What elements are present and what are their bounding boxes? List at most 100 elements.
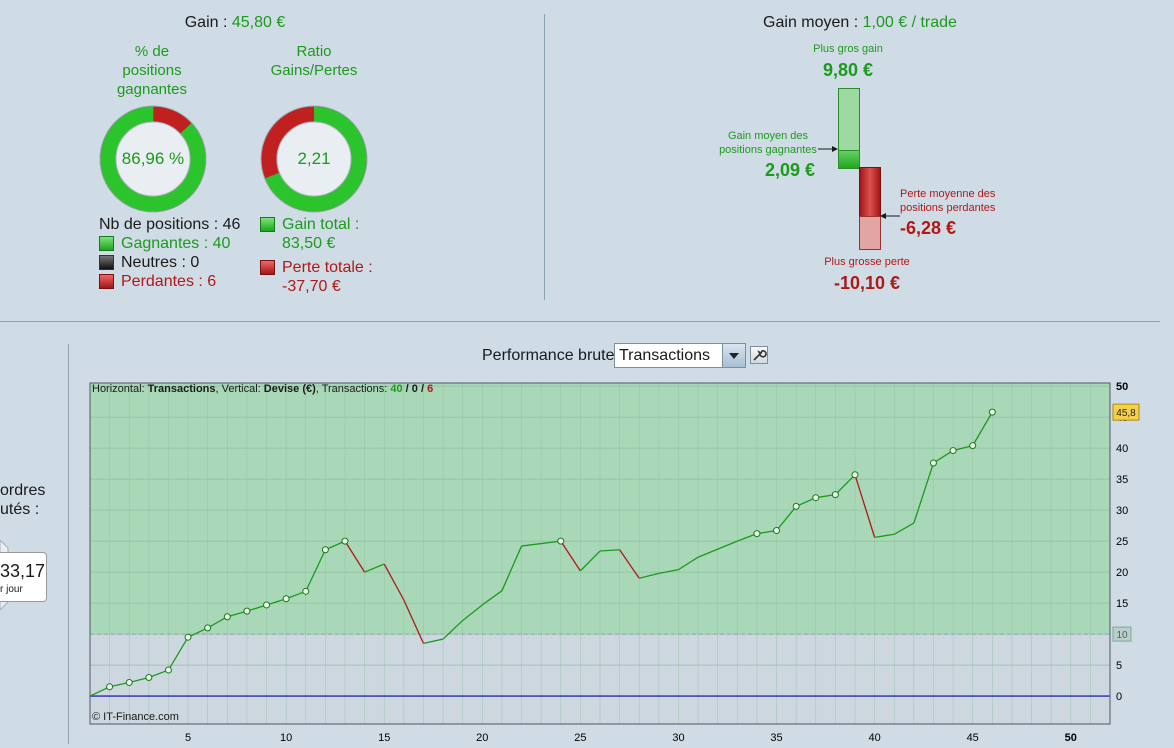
y-tick-label: 50	[1116, 381, 1128, 393]
gain-moyen-summary: Gain moyen : 1,00 € / trade	[700, 14, 1020, 32]
x-tick-label: 15	[378, 732, 390, 744]
neutres-swatch	[99, 255, 114, 270]
perte-totale-swatch	[260, 260, 275, 275]
series-segment	[639, 572, 660, 579]
mode-select[interactable]: Transactions	[614, 343, 746, 368]
transactions-label: , Transactions:	[315, 383, 391, 395]
arrow-left-icon	[880, 213, 900, 219]
series-segment	[619, 549, 640, 579]
x-tick-label: 5	[185, 732, 191, 744]
series-segment	[521, 542, 542, 547]
gain-moyen-label: Gain moyen :	[763, 14, 863, 31]
y-tick-label: 35	[1116, 474, 1128, 486]
nb-positions: Nb de positions : 46	[99, 216, 241, 233]
data-point	[302, 587, 310, 595]
gain-value: 45,80 €	[231, 14, 286, 31]
data-point	[204, 624, 212, 632]
last-value-tag	[1112, 403, 1140, 421]
series-segment	[403, 599, 425, 644]
data-point	[851, 471, 859, 479]
y-tick-label: 20	[1116, 567, 1128, 579]
data-point	[812, 494, 820, 502]
plus-gros-gain-label: Plus gros gain	[813, 43, 883, 55]
neutres-count: Neutres : 0	[121, 254, 200, 271]
gain-total-value: 83,50 €	[282, 235, 336, 252]
avg-loss-bar	[859, 167, 881, 217]
threshold-tag-label: 10	[1116, 630, 1128, 641]
series-segment	[717, 540, 738, 550]
ordres-label-1: ordres	[0, 482, 46, 499]
arrow-right-icon	[818, 146, 838, 152]
perf-unit: r jour	[0, 584, 23, 595]
data-point	[125, 678, 133, 686]
summary-divider	[544, 14, 545, 300]
max-gain-bar	[838, 88, 860, 151]
horizontal-label: Horizontal:	[92, 383, 148, 395]
x-tick-label: 10	[280, 732, 292, 744]
data-point	[106, 683, 114, 691]
series-segment	[933, 450, 954, 464]
series-segment	[893, 522, 915, 535]
ratio-value: 2,21	[297, 149, 331, 168]
series-segment	[697, 548, 718, 558]
perdantes-swatch	[99, 274, 114, 289]
ratio-title: Ratio Gains/Pertes	[270, 43, 358, 79]
series-segment	[364, 563, 385, 573]
gain-moyen-gagnantes-value: 2,09 €	[764, 160, 816, 180]
plus-grosse-perte-value: -10,10 €	[833, 273, 901, 293]
ordres-label-2: utés :	[0, 501, 40, 518]
plot-frame	[89, 382, 1111, 725]
gain-label: Gain :	[184, 14, 232, 31]
perdantes-count: Perdantes : 6	[121, 273, 217, 290]
data-point	[988, 408, 996, 416]
chevron-down-icon[interactable]	[722, 344, 745, 367]
plus-gros-gain-value: 9,80 €	[822, 60, 874, 80]
data-point	[341, 537, 349, 545]
series-segment	[579, 550, 601, 572]
series-segment	[972, 411, 993, 446]
series-segment	[481, 590, 503, 606]
data-point	[949, 447, 957, 455]
x-tick-label: 20	[476, 732, 488, 744]
perf-box: 33,17 r jour	[0, 552, 47, 602]
gain-total-label: Gain total :	[282, 216, 360, 233]
series-segment	[874, 533, 895, 539]
series-segment	[913, 462, 935, 524]
series-segment	[423, 638, 444, 645]
gain-summary: Gain : 45,80 €	[100, 14, 370, 32]
chart-header: Horizontal: Transactions, Vertical: Devi…	[92, 383, 433, 395]
last-value-label: 45,8	[1116, 408, 1136, 419]
ratio-donut	[260, 105, 368, 213]
max-loss-bar	[859, 216, 881, 250]
pct-winning-title: % de positions gagnantes	[116, 43, 188, 98]
series-segment	[560, 540, 581, 572]
sep-1: /	[402, 383, 412, 395]
series-segment	[678, 556, 699, 571]
data-point	[773, 527, 781, 535]
performance-label: Performance brute	[482, 347, 615, 364]
x-tick-label: 35	[770, 732, 782, 744]
avg-gain-bar	[838, 150, 860, 169]
x-tick-label: 40	[868, 732, 880, 744]
gain-total-swatch	[260, 217, 275, 232]
perte-moyenne-label: Perte moyenne des positions perdantes	[900, 188, 996, 214]
series-segment	[442, 619, 464, 640]
gagnantes-swatch	[99, 236, 114, 251]
pct-winning-value: 86,96 %	[121, 149, 185, 168]
data-point	[263, 601, 271, 609]
series-segment	[501, 545, 523, 591]
y-tick-label: 40	[1116, 443, 1128, 455]
data-point	[831, 491, 839, 499]
x-tick-label: 45	[967, 732, 979, 744]
copyright: © IT-Finance.com	[92, 711, 179, 723]
series-segment	[462, 604, 483, 621]
settings-wrench-button[interactable]	[750, 346, 768, 364]
perte-totale-label: Perte totale :	[282, 259, 373, 276]
gain-moyen-value: 1,00 € / trade	[862, 14, 957, 31]
data-point	[969, 442, 977, 450]
horizontal-value: Transactions	[147, 383, 216, 395]
wins-count: 40	[390, 383, 403, 395]
data-point	[243, 607, 251, 615]
series-segment	[167, 636, 189, 671]
